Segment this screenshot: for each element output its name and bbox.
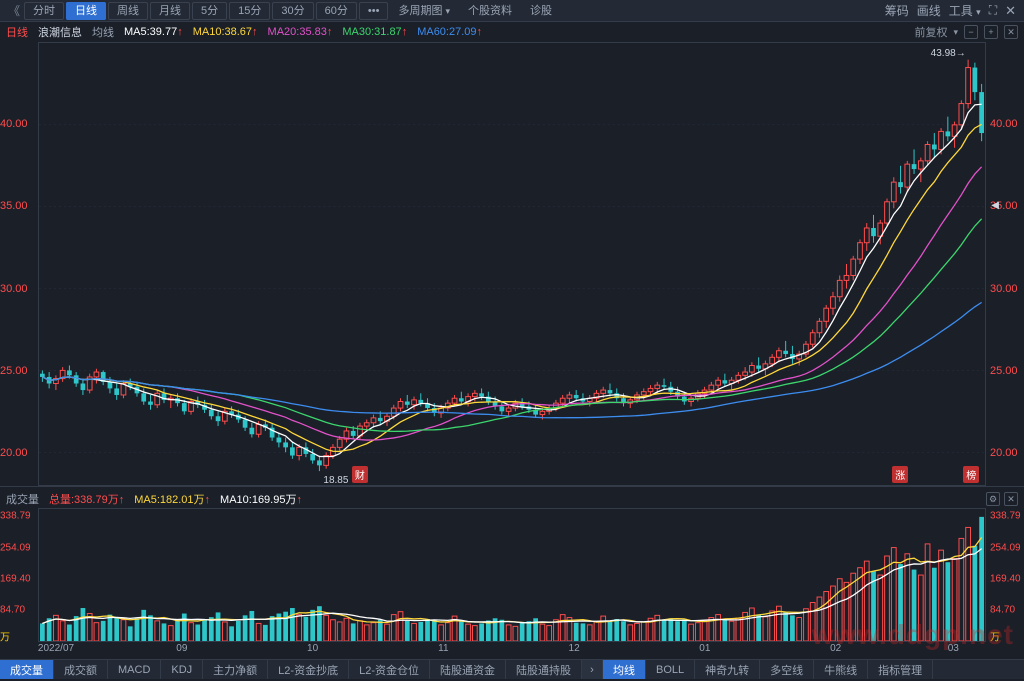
timeframe-15分[interactable]: 15分 — [229, 2, 270, 20]
fullscreen-icon[interactable]: ⛶ — [989, 3, 997, 18]
diagnose-button[interactable]: 诊股 — [522, 2, 560, 20]
badge-zhang[interactable]: 涨 — [892, 466, 908, 483]
bottom-tab-成交额[interactable]: 成交额 — [54, 660, 108, 679]
volume-legend-row: 成交量 总量:338.79万↑ MA5:182.01万↑ MA10:169.95… — [0, 490, 1024, 508]
bottom-tab-均线[interactable]: 均线 — [603, 660, 646, 679]
volume-ma10: MA10:169.95万↑ — [220, 491, 302, 507]
drawline-button[interactable]: 画线 — [917, 2, 941, 19]
vol-close-icon[interactable]: ✕ — [1004, 492, 1018, 506]
close-icon[interactable]: ✕ — [1005, 3, 1016, 19]
current-arrow: ◀ — [991, 200, 999, 211]
volume-title: 成交量 — [6, 491, 39, 507]
stock-name: 浪潮信息 — [38, 24, 82, 40]
price-y-axis-right: 20.0025.0030.0035.0040.00 — [986, 42, 1024, 486]
ma30-value: MA30:31.87↑ — [342, 26, 407, 38]
bottom-tab-MACD[interactable]: MACD — [108, 660, 161, 679]
ma10-value: MA10:38.67↑ — [193, 26, 258, 38]
timeframe-分时[interactable]: 分时 — [24, 2, 64, 20]
bottom-tab-陆股通持股[interactable]: 陆股通持股 — [506, 660, 582, 679]
ma60-value: MA60:27.09↑ — [417, 26, 482, 38]
volume-ma5: MA5:182.01万↑ — [134, 491, 210, 507]
zoom-out-icon[interactable]: − — [964, 25, 978, 39]
fq-label[interactable]: 前复权 — [914, 24, 947, 40]
volume-y-axis-right: 84.70169.40254.09338.79万 — [986, 508, 1024, 642]
panel-close-icon[interactable]: ✕ — [1004, 25, 1018, 39]
time-x-axis: 2022/0709101112010203 — [38, 642, 986, 659]
timeframe-月线[interactable]: 月线 — [150, 2, 190, 20]
top-toolbar: 《 分时日线周线月线5分15分30分60分••• 多周期图 ▾ 个股资料 诊股 … — [0, 0, 1024, 22]
timeframe-label: 日线 — [6, 24, 28, 40]
timeframe-•••[interactable]: ••• — [359, 2, 389, 20]
bottom-tab-多空线[interactable]: 多空线 — [760, 660, 814, 679]
ma-legend-row: 日线 浪潮信息 均线 MA5:39.77↑ MA10:38.67↑ MA20:3… — [0, 22, 1024, 42]
volume-total: 总量:338.79万↑ — [49, 491, 124, 507]
tabs-scroll-right-icon[interactable]: › — [582, 660, 603, 679]
price-y-axis-left: 20.0025.0030.0035.0040.00 — [0, 42, 38, 486]
tools-button[interactable]: 工具 ▾ — [949, 2, 981, 19]
ma-title: 均线 — [92, 24, 114, 40]
badge-bang[interactable]: 榜 — [963, 466, 979, 483]
bottom-tab-神奇九转[interactable]: 神奇九转 — [695, 660, 760, 679]
chips-button[interactable]: 筹码 — [885, 2, 909, 19]
timeframe-60分[interactable]: 60分 — [316, 2, 357, 20]
bottom-tab-L2-资金抄底[interactable]: L2-资金抄底 — [268, 660, 349, 679]
badge-cai[interactable]: 财 — [352, 466, 368, 483]
bottom-tab-L2-资金仓位[interactable]: L2-资金仓位 — [349, 660, 430, 679]
timeframe-5分[interactable]: 5分 — [192, 2, 227, 20]
volume-chart[interactable] — [38, 508, 986, 642]
ma20-value: MA20:35.83↑ — [268, 26, 333, 38]
ma5-value: MA5:39.77↑ — [124, 26, 183, 38]
vol-settings-icon[interactable]: ⚙ — [986, 492, 1000, 506]
bottom-tab-指标管理[interactable]: 指标管理 — [868, 660, 933, 679]
bottom-tab-BOLL[interactable]: BOLL — [646, 660, 695, 679]
bottom-tab-成交量[interactable]: 成交量 — [0, 660, 54, 679]
bottom-tab-陆股通资金[interactable]: 陆股通资金 — [430, 660, 506, 679]
volume-y-axis-left: 84.70169.40254.09338.79万 — [0, 508, 38, 642]
timeframe-日线[interactable]: 日线 — [66, 2, 106, 20]
bottom-tab-牛熊线[interactable]: 牛熊线 — [814, 660, 868, 679]
collapse-chevron[interactable]: 《 — [4, 2, 24, 19]
timeframe-30分[interactable]: 30分 — [272, 2, 313, 20]
bottom-tabs: 成交量成交额MACDKDJ主力净额L2-资金抄底L2-资金仓位陆股通资金陆股通持… — [0, 659, 1024, 679]
multi-period-button[interactable]: 多周期图 ▾ — [390, 2, 458, 20]
price-chart[interactable]: 43.98→ 18.85 ◀ 财 涨 榜 — [38, 42, 986, 486]
bottom-tab-主力净额[interactable]: 主力净额 — [203, 660, 268, 679]
stock-info-button[interactable]: 个股资料 — [460, 2, 520, 20]
timeframe-周线[interactable]: 周线 — [108, 2, 148, 20]
bottom-tab-KDJ[interactable]: KDJ — [161, 660, 203, 679]
high-annotation: 43.98→ — [931, 48, 966, 59]
low-annotation: 18.85 — [323, 475, 348, 486]
zoom-in-icon[interactable]: + — [984, 25, 998, 39]
